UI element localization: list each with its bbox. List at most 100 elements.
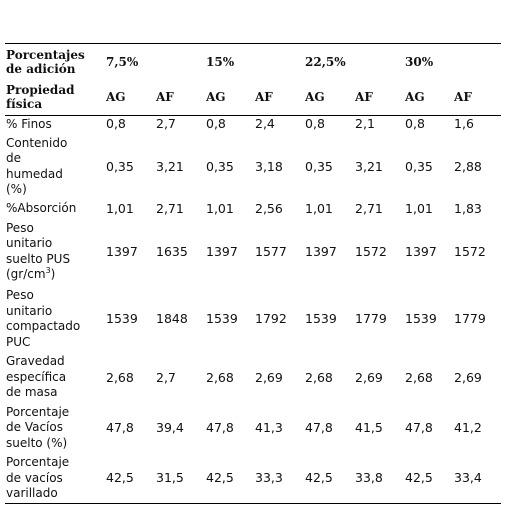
table-row: Peso unitario compactado PUC 1539 1848 1539 179… [5,286,501,353]
table-cell: 31,5 [155,453,205,504]
header-label-line: de adición [6,61,76,76]
table-cell: 1539 [106,311,138,326]
header-row-property: Propiedad física AG AF AG AF AG AF AG AF [5,79,502,116]
row-label-text: compactado [6,319,81,333]
table-cell: 1,01 [405,201,433,216]
subcolumn-header: AG [205,79,254,116]
table-cell: 2,4 [255,116,275,132]
table-cell: 1635 [156,243,188,259]
table-cell: 2,56 [255,201,283,216]
row-label-text: de Vacíos [6,420,63,435]
table-cell: 42,5 [205,453,254,504]
table-cell: 39,4 [156,420,184,435]
row-label-text: % Finos [6,116,52,131]
table-cell: 0,8 [305,116,325,132]
row-label-text: Contenido [6,135,68,150]
group-header-22-5: 22,5% [304,43,405,80]
table-cell: 2,68 [405,369,433,385]
row-label-text: Peso [6,220,34,235]
row-label-line: Peso [6,288,105,304]
row-label-text: (%) [6,182,27,196]
row-label: Peso unitario suelto PUS (gr/cm3) [5,218,105,286]
table-cell: 1,83 [454,201,482,216]
row-label-text: de vacíos [6,470,63,485]
subcolumn-header: AG [404,79,454,116]
table-cell: 3,21 [355,158,383,174]
table-cell: 1539 [305,311,337,326]
row-label-text: Peso [6,288,34,302]
table-cell: 33,4 [453,453,502,504]
row-label-line: %Absorción [6,201,105,217]
row-label-text: de [6,151,21,165]
row-label-text: específica [6,369,67,384]
row-label-line: Contenido [6,136,105,152]
table-cell: 1779 [355,311,387,326]
table-cell: 42,5 [304,453,355,504]
row-label-line: de vacíos [6,471,105,487]
table-cell: 1539 [206,311,238,326]
table-cell: 1779 [454,311,486,326]
table-cell: 47,8 [305,420,333,435]
table-cell: 2,69 [454,369,482,385]
row-label-line: específica [6,370,105,386]
table-cell: 1,01 [206,201,234,216]
table-cell: 2,68 [106,369,134,385]
table-cell: 2,7 [156,116,176,132]
row-label-line: de Vacíos [6,420,105,436]
table-row: Peso unitario suelto PUS (gr/cm3) 1397 1635 13… [5,218,501,286]
header-label-percentages: Porcentajes de adición [5,43,105,80]
table-row: Gravedad específica de masa 2,68 2,7 2,68 2,69… [5,353,501,403]
table-cell: 2,71 [355,201,383,216]
row-label-line: (%) [6,182,105,198]
row-label-line: compactado [6,319,105,335]
row-label: Gravedad específica de masa [5,353,105,403]
row-label-line: (gr/cm3) [6,267,105,283]
row-label-line: Porcentaje [6,455,105,471]
row-label-text: unitario [6,236,53,250]
table-cell: 3,18 [255,158,283,174]
table-cell: 1,6 [454,116,474,132]
table-cell: 3,21 [156,158,184,174]
row-label-text: %Absorción [6,201,77,216]
table-cell: 42,5 [404,453,454,504]
table-row: Porcentaje de Vacíos suelto (%) 47,8 39,4 47,… [5,403,501,454]
header-row-percentages: Porcentajes de adición 7,5% 15% 22,5% 30… [5,43,502,80]
row-label-text: suelto (%) [6,435,68,450]
subcolumn-header: AF [453,79,502,116]
table-cell: 2,88 [454,158,482,174]
row-label-line: varillado [6,486,105,502]
table-cell: 1397 [106,243,138,259]
header-label-line: física [6,97,43,112]
subcolumn-header: AG [304,79,355,116]
table-cell: 47,8 [206,420,234,435]
row-label-line: Peso [6,221,105,237]
row-label: Porcentaje de vacíos varillado [5,453,105,504]
table-row: %Absorción 1,01 2,71 1,01 2,56 1,01 2,71 1,01 1,… [5,201,501,218]
table-cell: 1539 [405,311,437,326]
row-label-text: de masa [6,385,58,400]
table-cell: 0,8 [405,116,425,132]
row-label: %Absorción [5,201,105,218]
row-label: Contenido de humedad (%) [5,133,105,201]
table-cell: 1397 [305,243,337,259]
header-label-line: Porcentajes [6,47,85,62]
table-cell: 1,01 [305,201,333,216]
table-cell: 2,68 [305,369,333,385]
group-header-15: 15% [205,43,305,80]
row-label-superscript: 3 [45,266,51,275]
properties-table: Porcentajes de adición 7,5% 15% 22,5% 30… [5,43,502,504]
table-cell: 0,35 [206,158,234,174]
row-label-text: suelto PUS [6,251,71,266]
table-cell: 47,8 [405,420,433,435]
header-label-property: Propiedad física [5,79,105,116]
table-cell: 0,35 [106,158,134,174]
table-cell: 2,7 [156,369,176,385]
table-row: Porcentaje de vacíos varillado 42,5 31,5 42,5… [5,453,502,504]
table-cell: 47,8 [106,420,134,435]
table-cell: 2,71 [156,201,184,216]
group-header-30: 30% [404,43,502,80]
table-cell: 33,8 [354,453,405,504]
row-label-text: PUC [6,334,31,349]
table-row: Contenido de humedad (%) 0,35 3,21 0,35 3,18 0,3… [5,133,501,201]
row-label-line: humedad [6,167,105,183]
